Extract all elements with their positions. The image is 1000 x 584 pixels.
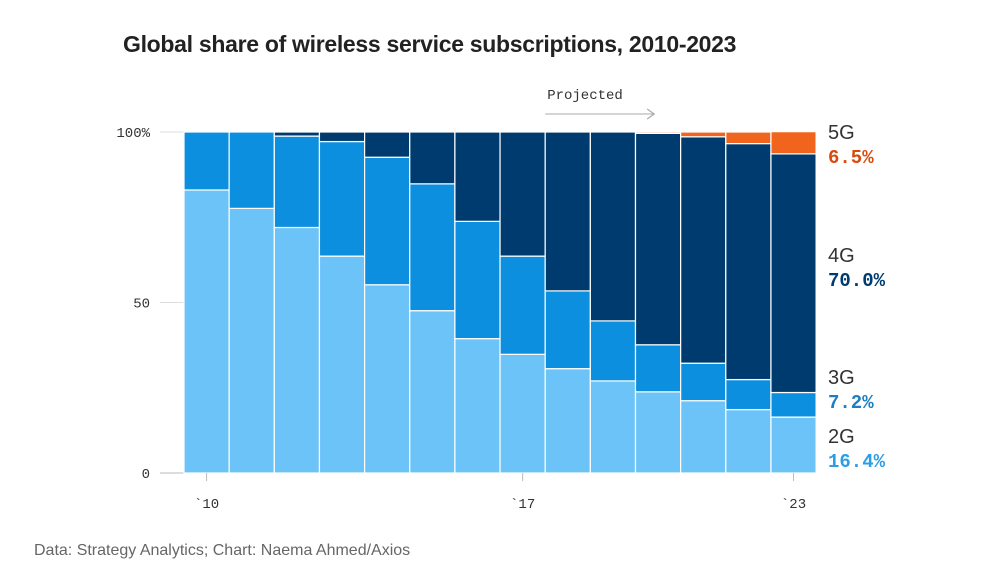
projected-label: Projected bbox=[547, 88, 623, 104]
bar-2G-2023 bbox=[770, 416, 817, 474]
bar-4G-2017 bbox=[499, 131, 546, 257]
bar-5G-2021 bbox=[680, 131, 727, 138]
y-tick-label-50: 50 bbox=[133, 297, 150, 313]
bar-2G-2016 bbox=[454, 338, 501, 474]
bar-3G-2020 bbox=[634, 344, 682, 393]
bar-4G-2012 bbox=[273, 131, 321, 137]
bar-4G-2015 bbox=[409, 131, 456, 185]
bar-3G-2015 bbox=[409, 183, 456, 312]
bar-5G-2022 bbox=[725, 131, 772, 145]
projected-arrow-icon bbox=[646, 108, 656, 120]
bar-2G-2011 bbox=[228, 207, 275, 474]
legend-value-5G: 6.5% bbox=[828, 147, 874, 169]
bar-3G-2010 bbox=[183, 131, 230, 191]
bar-4G-2014 bbox=[364, 131, 411, 158]
bar-3G-2021 bbox=[680, 362, 727, 402]
bar-4G-2018 bbox=[544, 131, 591, 292]
bars bbox=[183, 131, 817, 474]
projected-annotation: Projected bbox=[545, 88, 656, 120]
bar-4G-2016 bbox=[454, 131, 501, 222]
legend-name-5G: 5G bbox=[828, 122, 855, 144]
legend-name-4G: 4G bbox=[828, 245, 855, 267]
bar-2G-2022 bbox=[725, 408, 772, 474]
bar-2G-2012 bbox=[273, 226, 321, 474]
legend-value-3G: 7.2% bbox=[828, 392, 874, 414]
x-tick-label-13: `23 bbox=[781, 497, 806, 513]
bar-3G-2022 bbox=[725, 378, 772, 411]
bar-3G-2016 bbox=[454, 220, 501, 340]
bar-2G-2010 bbox=[183, 189, 230, 474]
x-tick-label-0: `10 bbox=[194, 497, 219, 513]
bar-2G-2014 bbox=[364, 284, 411, 474]
bar-4G-2021 bbox=[680, 136, 727, 364]
bar-2G-2017 bbox=[499, 353, 546, 474]
bar-3G-2012 bbox=[273, 135, 321, 229]
legend: 5G 6.5% 4G 70.0% 3G 7.2% 2G 16.4% bbox=[828, 122, 886, 473]
bar-2G-2019 bbox=[589, 380, 637, 474]
bar-3G-2011 bbox=[228, 131, 275, 209]
bar-3G-2023 bbox=[770, 391, 817, 418]
axes: 0 50 100% `10 `17 `23 bbox=[116, 126, 806, 513]
bar-3G-2014 bbox=[364, 156, 411, 286]
bar-4G-2023 bbox=[770, 153, 817, 394]
bar-2G-2021 bbox=[680, 400, 727, 474]
bar-4G-2019 bbox=[589, 131, 637, 322]
bar-2G-2015 bbox=[409, 310, 456, 474]
legend-value-4G: 70.0% bbox=[828, 270, 886, 292]
bar-4G-2020 bbox=[634, 132, 682, 346]
bar-4G-2022 bbox=[725, 142, 772, 381]
bar-3G-2013 bbox=[318, 140, 366, 257]
bar-5G-2023 bbox=[770, 131, 817, 155]
bar-3G-2018 bbox=[544, 290, 591, 370]
legend-value-2G: 16.4% bbox=[828, 451, 886, 473]
legend-name-2G: 2G bbox=[828, 426, 855, 448]
bar-3G-2019 bbox=[589, 320, 637, 382]
bar-3G-2017 bbox=[499, 255, 546, 355]
y-tick-label-100: 100% bbox=[116, 126, 150, 142]
source-note: Data: Strategy Analytics; Chart: Naema A… bbox=[34, 542, 411, 559]
bar-5G-2020 bbox=[634, 131, 682, 134]
bar-2G-2020 bbox=[634, 391, 682, 474]
bar-2G-2013 bbox=[318, 255, 366, 474]
x-tick-label-7: `17 bbox=[510, 497, 535, 513]
bar-2G-2018 bbox=[544, 368, 591, 474]
legend-name-3G: 3G bbox=[828, 367, 855, 389]
y-tick-label-0: 0 bbox=[142, 467, 150, 483]
chart-title: Global share of wireless service subscri… bbox=[123, 31, 737, 57]
bar-4G-2013 bbox=[318, 131, 366, 143]
